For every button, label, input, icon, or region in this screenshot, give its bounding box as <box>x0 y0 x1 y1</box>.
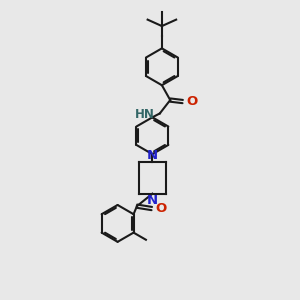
Text: O: O <box>186 95 197 108</box>
Text: O: O <box>155 202 167 215</box>
Text: HN: HN <box>135 108 155 122</box>
Text: N: N <box>147 149 158 162</box>
Text: N: N <box>147 194 158 207</box>
